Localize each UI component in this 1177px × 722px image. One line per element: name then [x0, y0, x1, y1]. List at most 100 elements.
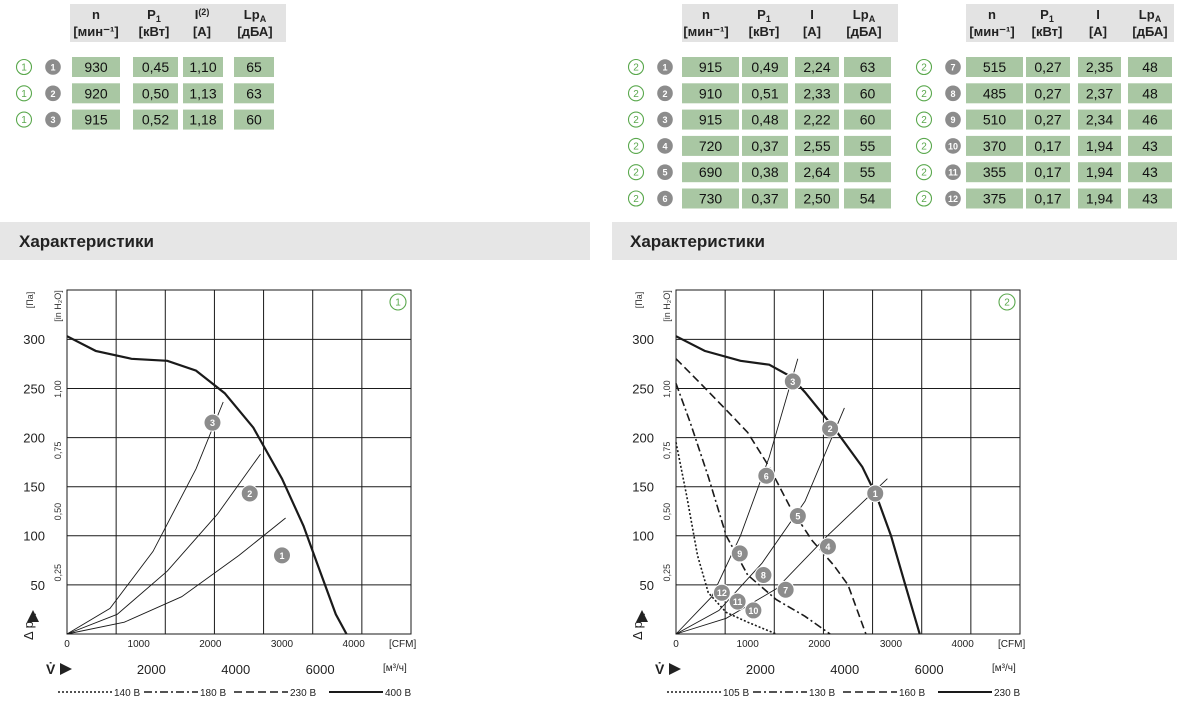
cell-bg — [966, 162, 1023, 183]
cell-i: 2,35 — [1086, 59, 1113, 75]
cell-n: 720 — [699, 138, 723, 154]
cell-bg — [234, 83, 274, 104]
operating-point: 4 — [818, 537, 837, 556]
y-tick-label-in: 0,25 — [662, 564, 672, 582]
legend-label: 230 В — [290, 688, 316, 699]
cell-bg — [1128, 162, 1172, 183]
point-icon — [657, 59, 673, 75]
cell-n: 485 — [983, 85, 1007, 101]
cell-bg — [966, 188, 1023, 209]
x-unit-cfm: [CFM] — [998, 639, 1025, 650]
table-row: 2 7 515 0,27 2,35 48 — [915, 57, 1172, 77]
y-tick-label-in: 0,25 — [53, 564, 63, 582]
chart-2: 3216549871211102501001502002503000,250,5… — [630, 289, 1025, 699]
chart-badge-number: 2 — [1004, 298, 1010, 309]
y-axis-label-main: Δ p — [630, 621, 645, 640]
y-axis-arrow-icon — [27, 610, 39, 622]
point-number: 1 — [662, 63, 667, 73]
cell-i: 1,94 — [1086, 164, 1113, 180]
header-p-sym: P1 — [147, 7, 161, 24]
x-tick-label-cfm: 2000 — [199, 639, 222, 650]
table1-header: n [мин⁻¹] P1 [кВт] I(2) [А] LpA [дБА] — [70, 4, 286, 42]
series-line — [675, 478, 888, 635]
header-n-unit: [мин⁻¹] — [683, 24, 728, 39]
cell-n: 690 — [699, 164, 723, 180]
marker-circle — [712, 583, 731, 602]
point-number: 8 — [950, 89, 955, 99]
cell-n: 515 — [983, 59, 1007, 75]
point-icon — [45, 85, 61, 102]
cell-bg — [682, 109, 739, 130]
cell-n: 375 — [983, 191, 1007, 207]
marker-circle — [776, 580, 795, 599]
cell-i: 1,94 — [1086, 138, 1113, 154]
legend: 105 В 130 В 160 В 230 В — [667, 688, 1020, 699]
x-tick-label-cfm: 1000 — [737, 639, 760, 650]
group-number: 2 — [633, 168, 639, 179]
x-axis-arrow-icon — [60, 663, 72, 675]
y-tick-label: 300 — [632, 332, 654, 347]
legend-label: 105 В — [723, 688, 749, 699]
y-tick-label: 250 — [632, 381, 654, 396]
x-axis-arrow-icon — [669, 663, 681, 675]
point-icon — [945, 111, 961, 128]
y-tick-label: 150 — [632, 480, 654, 495]
marker-label: 3 — [790, 377, 795, 387]
y-tick-label-in: 1,00 — [662, 380, 672, 398]
group-number: 1 — [21, 89, 27, 100]
header-n-unit: [мин⁻¹] — [73, 24, 118, 39]
series-line — [675, 442, 777, 635]
legend-item: 230 В — [938, 688, 1020, 699]
point-number: 3 — [662, 115, 667, 125]
header-bg — [70, 4, 286, 42]
table-row: 2 6 730 0,37 2,50 54 — [627, 188, 891, 209]
table-row: 2 11 355 0,17 1,94 43 — [915, 162, 1172, 183]
group-number: 2 — [633, 63, 639, 74]
point-icon — [945, 138, 961, 154]
cell-i: 1,94 — [1086, 191, 1113, 207]
cell-n: 915 — [699, 112, 723, 128]
cell-i: 2,34 — [1086, 112, 1113, 128]
cell-bg — [795, 162, 839, 183]
point-icon — [657, 85, 673, 102]
cell-bg — [682, 162, 739, 183]
cell-bg — [1026, 135, 1070, 156]
chart-badge-icon — [389, 293, 407, 311]
plot-frame — [675, 289, 1021, 635]
group-number: 1 — [21, 115, 27, 126]
cell-lp: 43 — [1142, 138, 1158, 154]
point-number: 2 — [662, 89, 667, 99]
legend-item: 130 В — [753, 688, 835, 699]
table2-body: 2 1 915 0,49 2,24 632 2 910 0,51 2,33 602 3 915 0,48 2… — [627, 57, 891, 209]
group-number: 2 — [633, 194, 639, 205]
cell-bg — [742, 135, 788, 156]
cell-n: 920 — [84, 85, 108, 101]
table-row: 2 4 720 0,37 2,55 55 — [627, 135, 891, 156]
legend-item: 140 В — [58, 688, 140, 699]
cell-bg — [682, 135, 739, 156]
marker-label: 1 — [279, 551, 284, 561]
cell-bg — [795, 188, 839, 209]
table-row: 2 10 370 0,17 1,94 43 — [915, 135, 1172, 156]
section-header-left: Характеристики — [0, 222, 590, 260]
marker-circle — [273, 546, 291, 565]
group-number: 2 — [921, 115, 927, 126]
series-line — [66, 517, 286, 635]
chart-badge-number: 1 — [395, 298, 401, 309]
marker-circle — [757, 466, 776, 485]
marker-circle — [818, 537, 837, 556]
table-row: 2 2 910 0,51 2,33 60 — [627, 83, 891, 104]
cell-n: 355 — [983, 164, 1007, 180]
header-i-unit: [А] — [803, 24, 821, 39]
x-tick-label-cfm: 2000 — [808, 639, 831, 650]
cell-bg — [795, 83, 839, 104]
cell-p: 0,27 — [1034, 59, 1061, 75]
cell-bg — [742, 57, 788, 77]
cell-p: 0,37 — [751, 138, 778, 154]
header-i-sym: I(2) — [195, 7, 210, 22]
cell-p: 0,38 — [751, 164, 778, 180]
chart-1: 3211501001502002503000,250,500,751,00[Па… — [21, 289, 416, 699]
point-number: 10 — [948, 141, 958, 151]
cell-bg — [742, 83, 788, 104]
